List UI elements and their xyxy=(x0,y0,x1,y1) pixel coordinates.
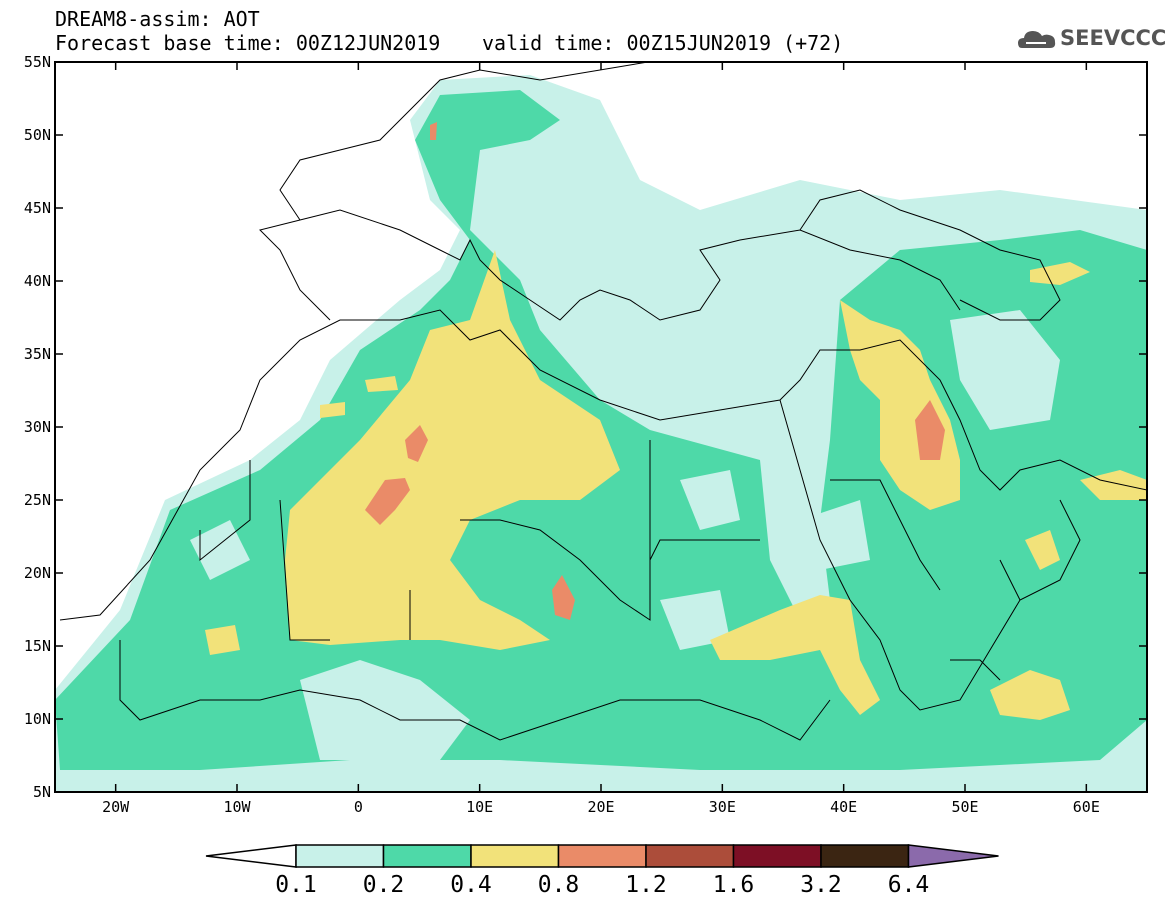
colorbar-label: 3.2 xyxy=(800,872,842,898)
colorbar-under xyxy=(205,844,297,868)
colorbar-label: 0.2 xyxy=(363,872,405,898)
base-time: Forecast base time: 00Z12JUN2019 xyxy=(55,31,441,55)
lat-label: 5N xyxy=(33,783,51,801)
colorbar-label: 0.4 xyxy=(450,872,492,898)
lat-label: 10N xyxy=(24,710,51,728)
lat-label: 20N xyxy=(24,564,51,582)
lon-label: 40E xyxy=(830,798,857,816)
colorbar-segment xyxy=(732,844,822,868)
lat-label: 55N xyxy=(24,53,51,71)
colorbar-over xyxy=(907,844,999,868)
colorbar-segment xyxy=(645,844,735,868)
lat-label: 45N xyxy=(24,199,51,217)
colorbar-segment xyxy=(295,844,385,868)
lat-label: 50N xyxy=(24,126,51,144)
lon-label: 20W xyxy=(102,798,130,816)
valid-time: valid time: 00Z15JUN2019 (+72) xyxy=(482,31,844,55)
coastlines xyxy=(59,62,1147,741)
lon-label: 20E xyxy=(587,798,614,816)
lon-label: 10W xyxy=(223,798,251,816)
lat-label: 25N xyxy=(24,491,51,509)
logo-text: SEEVCCC xyxy=(1060,26,1165,50)
colorbar-segment xyxy=(470,844,560,868)
lat-label: 35N xyxy=(24,345,51,363)
colorbar-segment xyxy=(382,844,472,868)
lat-label: 15N xyxy=(24,637,51,655)
lon-label: 10E xyxy=(466,798,493,816)
lat-axis: 55N 50N 45N 40N 35N 30N 25N 20N 15N 10N 5N xyxy=(24,53,1147,801)
colorbar-label: 6.4 xyxy=(888,872,930,898)
lon-label: 0 xyxy=(354,798,363,816)
colorbar-label: 0.1 xyxy=(275,872,317,898)
lat-label: 40N xyxy=(24,272,51,290)
lon-label: 50E xyxy=(951,798,978,816)
colorbar-label: 1.6 xyxy=(713,872,755,898)
colorbar-segment xyxy=(820,844,910,868)
colorbar-label: 0.8 xyxy=(538,872,580,898)
aot-field xyxy=(55,75,1147,792)
lon-axis: 20W 10W 0 10E 20E 30E 40E 50E 60E xyxy=(102,62,1100,816)
colorbar-label: 1.2 xyxy=(625,872,667,898)
lon-label: 60E xyxy=(1073,798,1100,816)
colorbar-segment xyxy=(557,844,647,868)
cloud-icon xyxy=(1018,31,1056,48)
colorbar: 0.1 0.2 0.4 0.8 1.2 1.6 3.2 6.4 xyxy=(205,844,999,898)
product-title: DREAM8-assim: AOT xyxy=(55,7,260,31)
lat-label: 30N xyxy=(24,418,51,436)
lon-label: 30E xyxy=(709,798,736,816)
